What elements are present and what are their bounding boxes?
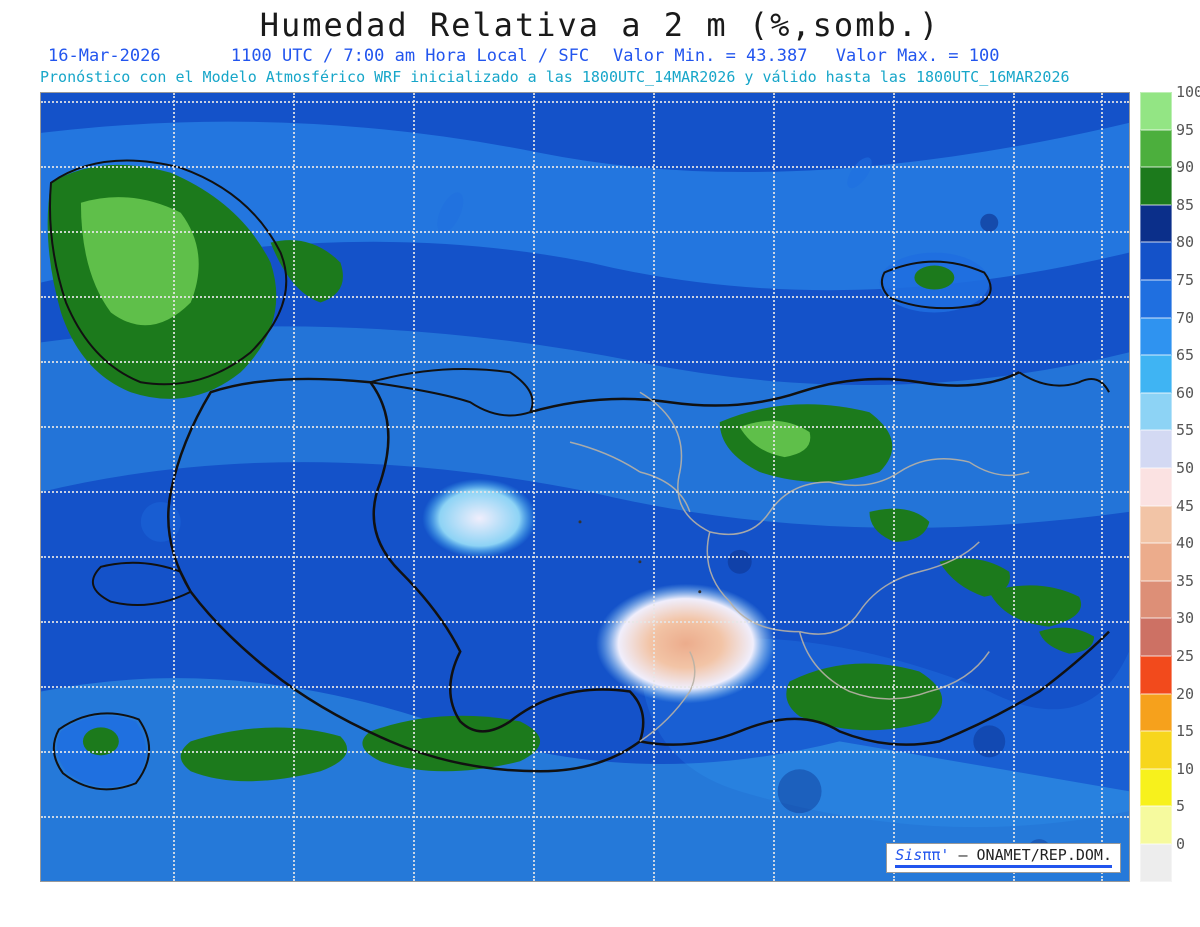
colorbar-tick-10: 10: [1176, 760, 1194, 778]
colorbar-tick-75: 75: [1176, 271, 1194, 289]
colorbar-segment-0: [1140, 844, 1172, 882]
colorbar-tick-70: 70: [1176, 309, 1194, 327]
colorbar-tick-25: 25: [1176, 647, 1194, 665]
colorbar-tick-50: 50: [1176, 459, 1194, 477]
gridline-76W: [173, 93, 175, 881]
colorbar-tick-15: 15: [1176, 722, 1194, 740]
gridline-21.5N: [41, 166, 1129, 168]
gridline-72W: [653, 93, 655, 881]
colorbar-segment-95: [1140, 130, 1172, 168]
chart-title: Humedad Relativa a 2 m (%,somb.): [0, 6, 1200, 44]
colorbar[interactable]: 100 95 90 85 80 75 70 65 60 55 50 45 40 …: [1140, 92, 1172, 882]
colorbar-segment-50: [1140, 468, 1172, 506]
colorbar-tick-100: 100: [1176, 83, 1200, 101]
colorbar-segment-70: [1140, 318, 1172, 356]
colorbar-tick-45: 45: [1176, 497, 1194, 515]
gridline-18.5N: [41, 556, 1129, 558]
colorbar-segment-90: [1140, 167, 1172, 205]
colorbar-segment-85: [1140, 205, 1172, 243]
gridline-20.5N: [41, 296, 1129, 298]
colorbar-tick-35: 35: [1176, 572, 1194, 590]
gridline-16.5N: [41, 816, 1129, 818]
gridline-17N: [41, 751, 1129, 753]
colorbar-tick-60: 60: [1176, 384, 1194, 402]
colorbar-segment-5: [1140, 806, 1172, 844]
colorbar-segment-25: [1140, 656, 1172, 694]
subtitle-line1: 16-Mar-2026 1100 UTC / 7:00 am Hora Loca…: [48, 46, 589, 66]
colorbar-tick-40: 40: [1176, 534, 1194, 552]
colorbar-segment-80: [1140, 242, 1172, 280]
gridline-20N: [41, 361, 1129, 363]
colorbar-tick-80: 80: [1176, 233, 1194, 251]
colorbar-segment-35: [1140, 581, 1172, 619]
source-attribution: Sisππ' – ONAMET/REP.DOM.: [886, 843, 1121, 873]
colorbar-tick-20: 20: [1176, 685, 1194, 703]
colorbar-tick-0: 0: [1176, 835, 1185, 853]
gridline-68W: [1101, 93, 1103, 881]
colorbar-segment-20: [1140, 694, 1172, 732]
colorbar-tick-5: 5: [1176, 797, 1185, 815]
colorbar-segment-65: [1140, 355, 1172, 393]
gridline-73W: [533, 93, 535, 881]
subtitle-line2: Pronóstico con el Modelo Atmosférico WRF…: [40, 68, 1070, 86]
colorbar-segment-75: [1140, 280, 1172, 318]
colorbar-segment-10: [1140, 769, 1172, 807]
colorbar-tick-90: 90: [1176, 158, 1194, 176]
colorbar-segment-45: [1140, 506, 1172, 544]
gridline-17.5N: [41, 686, 1129, 688]
colorbar-segment-40: [1140, 543, 1172, 581]
gridline-71W: [773, 93, 775, 881]
colorbar-tick-30: 30: [1176, 609, 1194, 627]
gridline-19N: [41, 491, 1129, 493]
colorbar-segment-30: [1140, 618, 1172, 656]
gridlines-overlay: [41, 93, 1129, 881]
colorbar-segment-55: [1140, 430, 1172, 468]
gridline-18N: [41, 621, 1129, 623]
colorbar-tick-65: 65: [1176, 346, 1194, 364]
gridline-70W: [893, 93, 895, 881]
gridline-21N: [41, 231, 1129, 233]
gridline-22N: [41, 101, 1129, 103]
gridline-69W: [1013, 93, 1015, 881]
gridline-75W: [293, 93, 295, 881]
colorbar-tick-85: 85: [1176, 196, 1194, 214]
colorbar-segment-60: [1140, 393, 1172, 431]
weather-map[interactable]: 22N 1.5N 21N 0.5N 20N 9.5N 19N 8.5N 18N …: [40, 92, 1130, 882]
colorbar-segment-100: [1140, 92, 1172, 130]
colorbar-segment-15: [1140, 731, 1172, 769]
colorbar-tick-55: 55: [1176, 421, 1194, 439]
colorbar-tick-95: 95: [1176, 121, 1194, 139]
gridline-74W: [413, 93, 415, 881]
gridline-19.5N: [41, 426, 1129, 428]
